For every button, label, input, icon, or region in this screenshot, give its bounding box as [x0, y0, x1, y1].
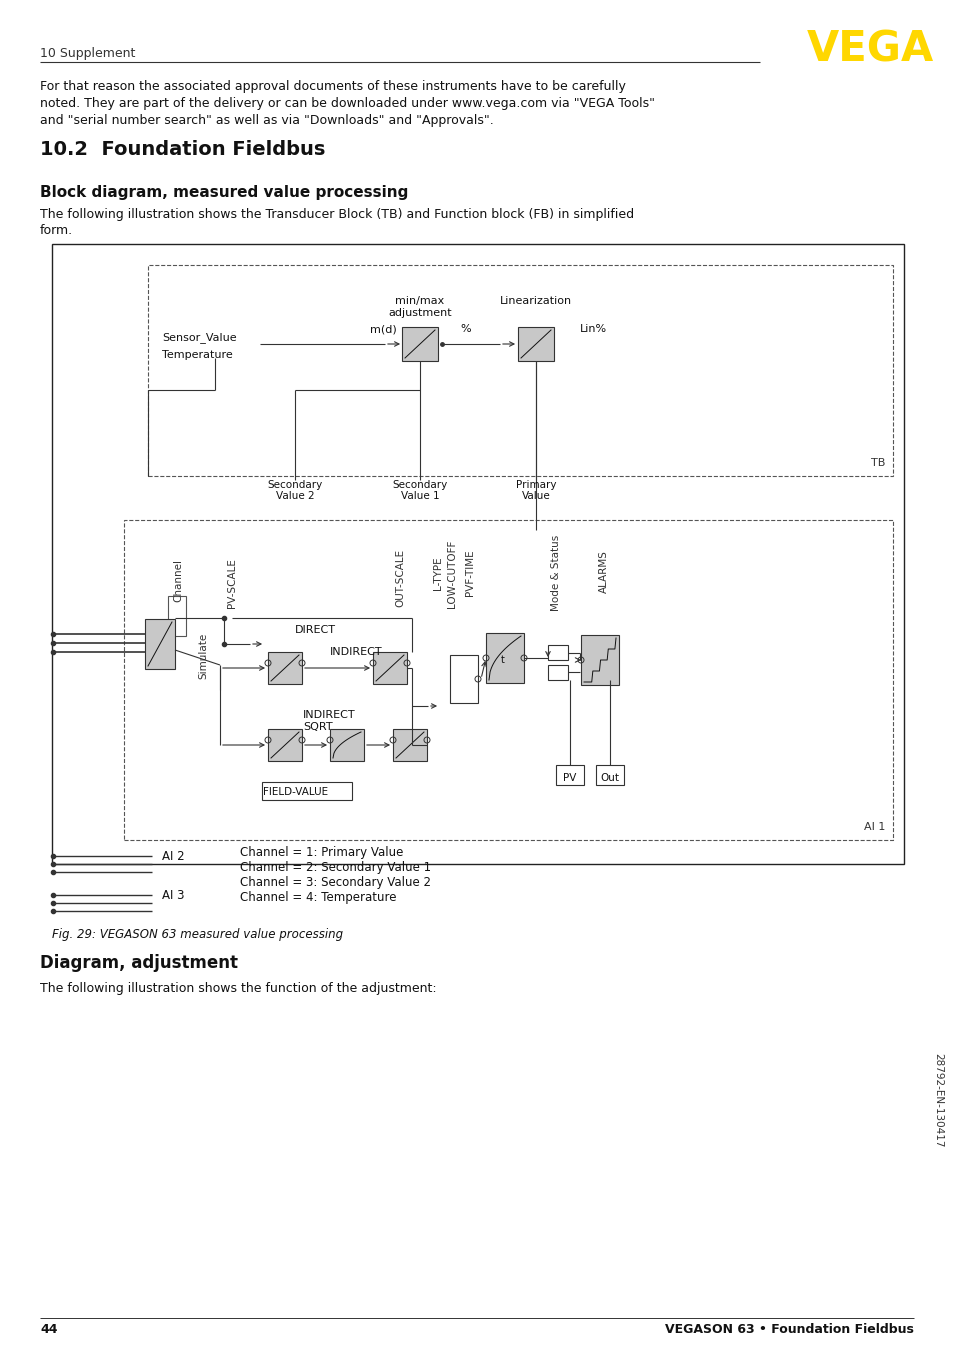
Text: Channel = 4: Temperature: Channel = 4: Temperature	[240, 891, 396, 904]
Bar	[268, 728, 302, 761]
Text: min/max: min/max	[395, 297, 444, 306]
Bar	[330, 728, 364, 761]
Text: LOW-CUTOFF: LOW-CUTOFF	[447, 540, 456, 608]
Text: DIRECT: DIRECT	[294, 626, 335, 635]
Text: Channel = 3: Secondary Value 2: Channel = 3: Secondary Value 2	[240, 876, 431, 890]
Text: SQRT: SQRT	[303, 722, 333, 733]
Text: Secondary: Secondary	[267, 481, 322, 490]
Text: Mode & Status: Mode & Status	[551, 535, 560, 611]
Text: The following illustration shows the function of the adjustment:: The following illustration shows the fun…	[40, 982, 436, 995]
Bar	[517, 328, 554, 362]
Text: INDIRECT: INDIRECT	[303, 709, 355, 720]
Text: m(d): m(d)	[370, 324, 396, 334]
Text: Secondary: Secondary	[392, 481, 447, 490]
Bar	[401, 328, 437, 362]
Text: Linearization: Linearization	[499, 297, 572, 306]
Bar	[547, 665, 567, 680]
Text: FIELD-VALUE: FIELD-VALUE	[263, 787, 328, 798]
Text: AI 1: AI 1	[862, 822, 884, 831]
Text: noted. They are part of the delivery or can be downloaded under www.vega.com via: noted. They are part of the delivery or …	[40, 97, 655, 110]
Bar	[596, 765, 623, 785]
Bar	[268, 653, 302, 684]
Text: t: t	[500, 655, 504, 665]
Bar	[580, 635, 618, 685]
Bar	[556, 765, 583, 785]
Text: Sensor_Value: Sensor_Value	[162, 332, 236, 343]
Text: 10 Supplement: 10 Supplement	[40, 47, 135, 60]
Text: VEGASON 63 • Foundation Fieldbus: VEGASON 63 • Foundation Fieldbus	[664, 1323, 913, 1336]
Text: Temperature: Temperature	[162, 349, 233, 360]
Text: TB: TB	[870, 458, 884, 468]
Bar	[373, 653, 407, 684]
Text: PV-SCALE: PV-SCALE	[227, 558, 236, 608]
Bar	[168, 596, 186, 636]
Text: Lin%: Lin%	[579, 324, 606, 334]
Text: %: %	[459, 324, 470, 334]
Text: AI 3: AI 3	[162, 890, 184, 902]
Text: Diagram, adjustment: Diagram, adjustment	[40, 955, 237, 972]
Text: Fig. 29: VEGASON 63 measured value processing: Fig. 29: VEGASON 63 measured value proce…	[52, 927, 343, 941]
Text: Value: Value	[521, 492, 550, 501]
Bar	[547, 645, 567, 659]
Text: Channel = 2: Secondary Value 1: Channel = 2: Secondary Value 1	[240, 861, 431, 873]
Text: Value 1: Value 1	[400, 492, 438, 501]
Bar	[450, 655, 477, 703]
Text: ALARMS: ALARMS	[598, 551, 608, 593]
Bar	[262, 783, 352, 800]
Text: For that reason the associated approval documents of these instruments have to b: For that reason the associated approval …	[40, 80, 625, 93]
Bar	[393, 728, 427, 761]
Text: Value 2: Value 2	[275, 492, 314, 501]
Text: VEGA: VEGA	[805, 28, 933, 70]
Bar	[148, 265, 892, 477]
Text: PVF-TIME: PVF-TIME	[464, 550, 475, 596]
Text: Primary: Primary	[516, 481, 556, 490]
Text: adjustment: adjustment	[388, 307, 452, 318]
Text: PV: PV	[562, 773, 576, 783]
Text: 28792-EN-130417: 28792-EN-130417	[932, 1053, 942, 1147]
Text: form.: form.	[40, 223, 73, 237]
Text: Simulate: Simulate	[198, 632, 208, 680]
Text: and "​serial number search​" as well as via "​Downloads​" and "​Approvals​".: and "​serial number search​" as well as …	[40, 114, 494, 127]
Text: 10.2  Foundation Fieldbus: 10.2 Foundation Fieldbus	[40, 139, 325, 158]
Text: Block diagram, measured value processing: Block diagram, measured value processing	[40, 185, 408, 200]
Bar	[124, 520, 892, 839]
Text: Channel: Channel	[172, 558, 183, 601]
Text: The following illustration shows the Transducer Block (TB) and Function block (F: The following illustration shows the Tra…	[40, 209, 634, 221]
Text: L-TYPE: L-TYPE	[433, 556, 442, 590]
Text: INDIRECT: INDIRECT	[330, 647, 382, 657]
Text: Out: Out	[599, 773, 618, 783]
Text: Channel = 1: Primary Value: Channel = 1: Primary Value	[240, 846, 403, 858]
Text: OUT-SCALE: OUT-SCALE	[395, 548, 405, 607]
Text: AI 2: AI 2	[162, 850, 185, 862]
Bar	[145, 619, 174, 669]
Text: 44: 44	[40, 1323, 57, 1336]
Bar	[52, 244, 903, 864]
Bar	[485, 634, 523, 682]
